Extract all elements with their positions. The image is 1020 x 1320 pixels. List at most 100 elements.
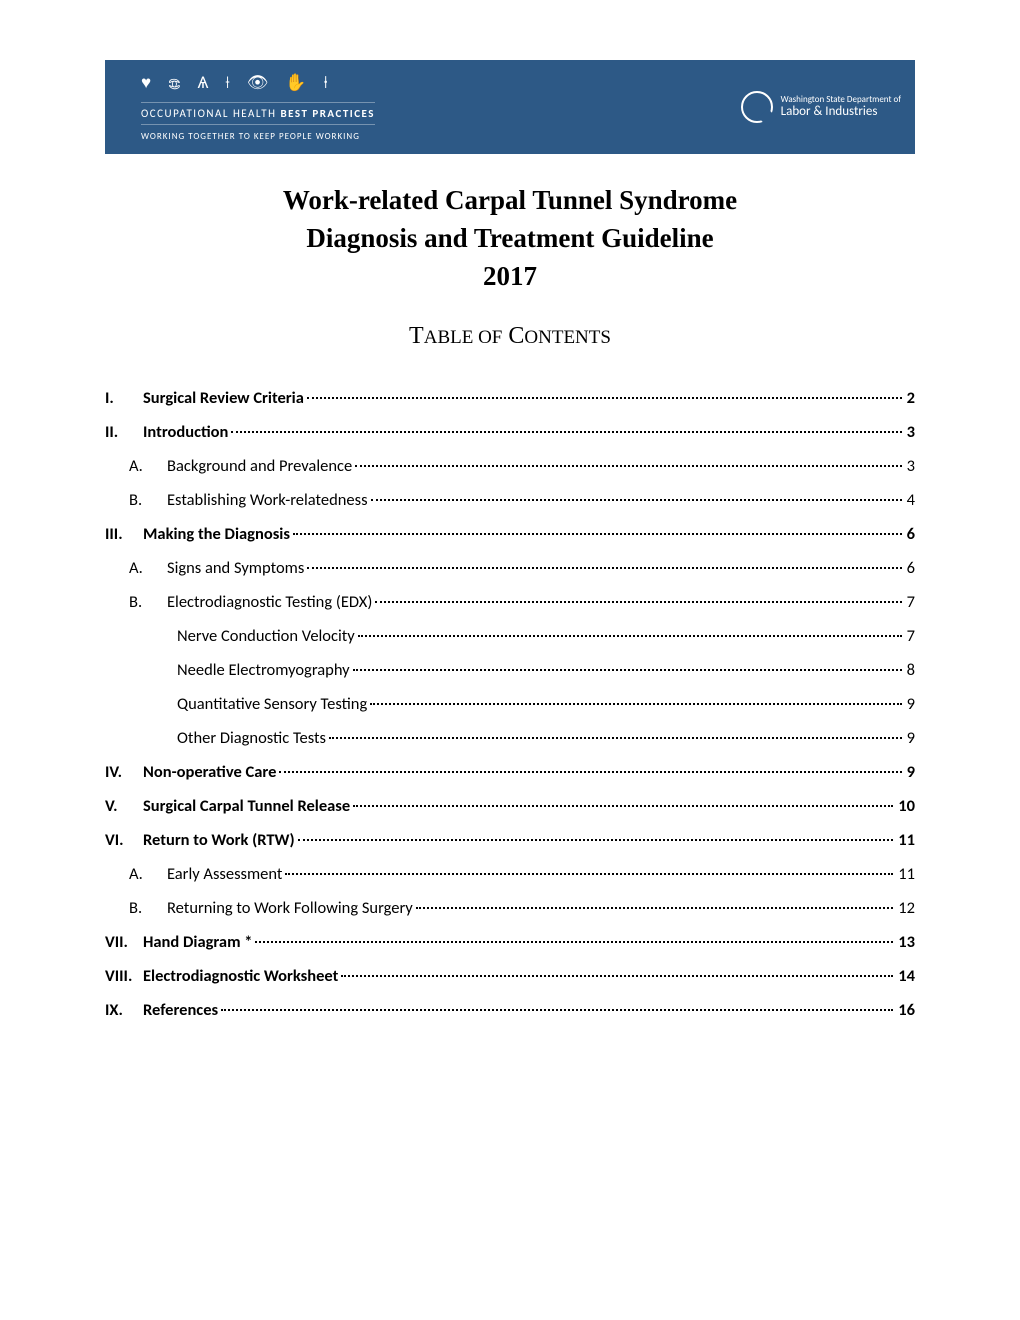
toc-row: B.Returning to Work Following Surgery 12 [105,898,915,918]
toc-header: TABLE OF CONTENTS [105,323,915,350]
toc-leader [355,465,901,467]
toc-page: 7 [905,592,915,612]
toc-leader [307,567,901,569]
toc-leader [285,873,893,875]
hand-icon: ✋ [285,72,309,95]
toc-row: A.Early Assessment 11 [105,864,915,884]
toc-text: Electrodiagnostic Worksheet [143,966,338,986]
toc-page: 13 [896,932,915,952]
toc-text: References [143,1000,218,1020]
toc-sub-number: A. [129,558,167,578]
heart-icon: ♥ [141,72,154,95]
toc-page: 7 [905,626,915,646]
toc-sub-number: B. [129,592,167,612]
toc-page: 11 [896,864,915,884]
toc-row: III.Making the Diagnosis 6 [105,524,915,544]
toc-text: Making the Diagnosis [143,524,290,544]
toc-text: Hand Diagram * [143,932,252,952]
toc-row: IV.Non-operative Care 9 [105,762,915,782]
toc-leader [370,703,901,705]
toc-row: Other Diagnostic Tests 9 [105,728,915,748]
toc-text: Early Assessment [167,864,282,884]
toc-number: VII. [105,932,143,952]
toc-text: Return to Work (RTW) [143,830,295,850]
banner-left: ♥ 𖠂 Ѧ ⟊ 👁 ✋ ⍿ OCCUPATIONAL HEALTH BEST P… [141,72,375,142]
toc-row: VIII.Electrodiagnostic Worksheet 14 [105,966,915,986]
toc-text: Electrodiagnostic Testing (EDX) [167,592,372,612]
banner-title: OCCUPATIONAL HEALTH BEST PRACTICES [141,102,375,125]
toc-number: III. [105,524,143,544]
toc-row: II.Introduction 3 [105,422,915,442]
toc-page: 6 [905,524,915,544]
toc-text: Returning to Work Following Surgery [167,898,413,918]
toc-text: Non-operative Care [143,762,276,782]
toc-leader [293,533,902,535]
header-banner: ♥ 𖠂 Ѧ ⟊ 👁 ✋ ⍿ OCCUPATIONAL HEALTH BEST P… [105,60,915,154]
lungs-icon: Ѧ [198,72,212,95]
toc-row: Needle Electromyography 8 [105,660,915,680]
toc-text: Quantitative Sensory Testing [177,694,367,714]
toc-text: Introduction [143,422,228,442]
toc-page: 4 [905,490,915,510]
toc-text: Signs and Symptoms [167,558,304,578]
toc-row: A.Signs and Symptoms 6 [105,558,915,578]
eye-icon: 👁 [247,72,272,95]
dept-text: Washington State Department of Labor & I… [781,95,901,119]
toc-page: 3 [905,456,915,476]
toc-leader [279,771,901,773]
dept-line2: Labor & Industries [781,105,901,119]
toc-row: B.Establishing Work-relatedness 4 [105,490,915,510]
toc-leader [353,805,893,807]
toc-page: 10 [896,796,915,816]
banner-right: Washington State Department of Labor & I… [741,91,901,123]
toc-page: 8 [905,660,915,680]
document-title: Work-related Carpal Tunnel Syndrome Diag… [105,182,915,295]
toc-row: Quantitative Sensory Testing 9 [105,694,915,714]
table-of-contents: I.Surgical Review Criteria 2 II.Introduct… [105,388,915,1020]
toc-page: 16 [896,1000,915,1020]
toc-text: Nerve Conduction Velocity [177,626,355,646]
toc-page: 11 [896,830,915,850]
toc-page: 6 [905,558,915,578]
toc-row: A.Background and Prevalence 3 [105,456,915,476]
toc-leader [307,397,902,399]
toc-number: II. [105,422,143,442]
toc-row: Nerve Conduction Velocity 7 [105,626,915,646]
lni-logo-icon [741,91,773,123]
toc-leader [416,907,894,909]
toc-leader [329,737,902,739]
toc-leader [298,839,894,841]
icon-row: ♥ 𖠂 Ѧ ⟊ 👁 ✋ ⍿ [141,72,375,95]
toc-row: I.Surgical Review Criteria 2 [105,388,915,408]
page: ♥ 𖠂 Ѧ ⟊ 👁 ✋ ⍿ OCCUPATIONAL HEALTH BEST P… [0,0,1020,1320]
toc-page: 14 [896,966,915,986]
spine-icon: ⟊ [225,72,232,95]
toc-number: IX. [105,1000,143,1020]
toc-page: 9 [905,728,915,748]
toc-number: VIII. [105,966,143,986]
toc-row: IX.References 16 [105,1000,915,1020]
title-line-2: Diagnosis and Treatment Guideline [105,220,915,258]
toc-page: 9 [905,694,915,714]
toc-text: Other Diagnostic Tests [177,728,326,748]
person-icon: ⍿ [324,72,331,95]
ear-icon: 𖠂 [168,72,184,95]
toc-sub-number: B. [129,898,167,918]
title-line-1: Work-related Carpal Tunnel Syndrome [105,182,915,220]
toc-page: 9 [905,762,915,782]
toc-number: I. [105,388,143,408]
toc-leader [358,635,902,637]
toc-leader [371,499,902,501]
toc-row: B.Electrodiagnostic Testing (EDX) 7 [105,592,915,612]
toc-leader [341,975,893,977]
toc-leader [231,431,901,433]
toc-page: 2 [905,388,915,408]
toc-row: VI.Return to Work (RTW) 11 [105,830,915,850]
banner-subtitle: WORKING TOGETHER TO KEEP PEOPLE WORKING [141,131,375,142]
toc-text: Background and Prevalence [167,456,352,476]
toc-text: Needle Electromyography [177,660,350,680]
toc-sub-number: A. [129,864,167,884]
toc-sub-number: B. [129,490,167,510]
toc-page: 12 [896,898,915,918]
toc-text: Surgical Carpal Tunnel Release [143,796,350,816]
